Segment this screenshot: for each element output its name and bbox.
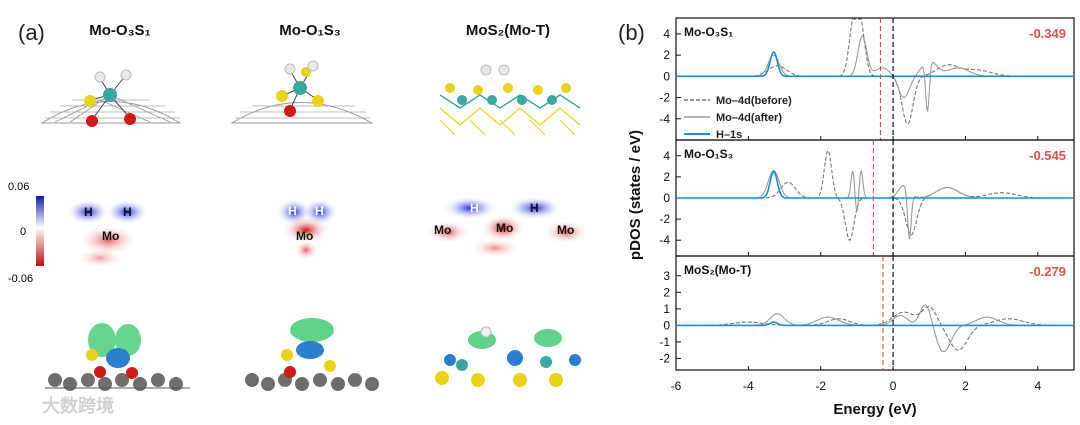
y-tick-label: 0: [663, 69, 670, 83]
structure-renderings: 0.06 0 -0.06 H H Mo H H Mo H H Mo Mo Mo: [8, 60, 588, 416]
x-tick-label: -6: [671, 379, 682, 393]
subplot-frame: [675, 255, 1075, 371]
y-tick-label: 4: [663, 149, 670, 163]
y-tick-label: -4: [659, 112, 670, 126]
atom-label-mo: Mo: [496, 221, 513, 235]
y-tick-label: 3: [663, 269, 670, 283]
legend-entry: Mo–4d(before): [716, 95, 792, 107]
series-line: [676, 50, 1074, 78]
y-axis-label: pDOS (states / eV): [627, 130, 644, 260]
colorbar-min-label: -0.06: [8, 273, 33, 285]
series-line: [676, 321, 1074, 327]
panel-b-label: (b): [618, 20, 645, 45]
subplot-title: Mo-O₁S₃: [684, 147, 733, 161]
x-tick-label: -4: [743, 379, 754, 393]
legend-entry: H–1s: [716, 129, 742, 141]
series-line: [676, 18, 1074, 125]
atom-label-h: H: [84, 205, 93, 219]
structure-mo-o1s3: [230, 60, 374, 124]
atom-label-mo: Mo: [102, 229, 119, 243]
x-tick-label: 0: [890, 379, 897, 393]
watermark: 大数跨境: [42, 395, 114, 416]
y-tick-label: -2: [659, 212, 670, 226]
y-tick-label: 4: [663, 27, 670, 41]
d-band-center-value: -0.349: [1029, 26, 1066, 41]
y-tick-label: -4: [659, 233, 670, 247]
pdos-chart: 4 2 0 -2 -4 Mo-O₃S₁ -0.349 4 2 0 -2 -4 Mo-O₁S₃ -0.545…: [627, 17, 1075, 418]
series-line: [676, 304, 1074, 353]
column-title-mo-o3s1: Mo-O₃S₁: [89, 22, 151, 39]
legend-entry: Mo–4d(after): [716, 112, 782, 124]
charge-density-mo-o1s3: [276, 198, 338, 260]
d-band-center-value: -0.545: [1029, 148, 1066, 163]
x-tick-label: 4: [1034, 379, 1041, 393]
atom-label-mo: Mo: [434, 223, 451, 237]
colorbar-mid-label: 0: [20, 226, 26, 238]
x-tick-label: -2: [815, 379, 826, 393]
column-title-mo-o1s3: Mo-O₁S₃: [279, 22, 341, 39]
atom-label-h: H: [530, 201, 539, 215]
isosurface-mos2: [435, 326, 581, 387]
series-line: [676, 169, 1074, 239]
y-tick-label: 2: [663, 285, 670, 299]
colorbar-max-label: 0.06: [8, 181, 29, 193]
x-tick-label: 2: [962, 379, 969, 393]
subplot-title: Mo-O₃S₁: [684, 25, 733, 39]
isosurface-mo-o3s1: [45, 323, 190, 391]
atom-label-h: H: [288, 204, 297, 218]
isosurface-mo-o1s3: [245, 318, 379, 391]
series-line: [676, 170, 1074, 199]
y-tick-label: 1: [663, 302, 670, 316]
atom-label-mo: Mo: [557, 223, 574, 237]
y-tick-label: 0: [663, 191, 670, 205]
atom-label-h: H: [315, 204, 324, 218]
y-tick-label: 2: [663, 170, 670, 184]
column-title-mos2: MoS₂(Mo-T): [465, 22, 551, 39]
y-tick-label: -2: [659, 91, 670, 105]
series-line: [676, 149, 1074, 241]
atom-label-h: H: [123, 205, 132, 219]
series-line: [676, 305, 1074, 351]
subplot-title: MoS₂(Mo-T): [684, 263, 751, 277]
charge-density-mo-o3s1: [66, 199, 149, 268]
atom-label-mo: Mo: [296, 229, 313, 243]
panel-a-label: (a): [18, 20, 45, 45]
atom-label-h: H: [470, 201, 479, 215]
charge-density-mos2: [426, 196, 588, 258]
structure-mo-o3s1: [40, 69, 182, 127]
y-tick-label: 2: [663, 48, 670, 62]
y-tick-label: 0: [663, 318, 670, 332]
y-tick-label: -1: [659, 335, 670, 349]
structure-mos2: [439, 64, 581, 136]
d-band-center-value: -0.279: [1029, 264, 1066, 279]
colorbar: 0.06 0 -0.06: [8, 181, 44, 285]
x-axis-label: Energy (eV): [833, 401, 916, 418]
y-tick-label: -2: [659, 351, 670, 365]
